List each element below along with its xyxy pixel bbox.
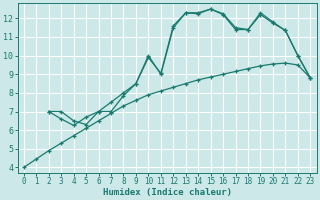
X-axis label: Humidex (Indice chaleur): Humidex (Indice chaleur)	[103, 188, 232, 197]
